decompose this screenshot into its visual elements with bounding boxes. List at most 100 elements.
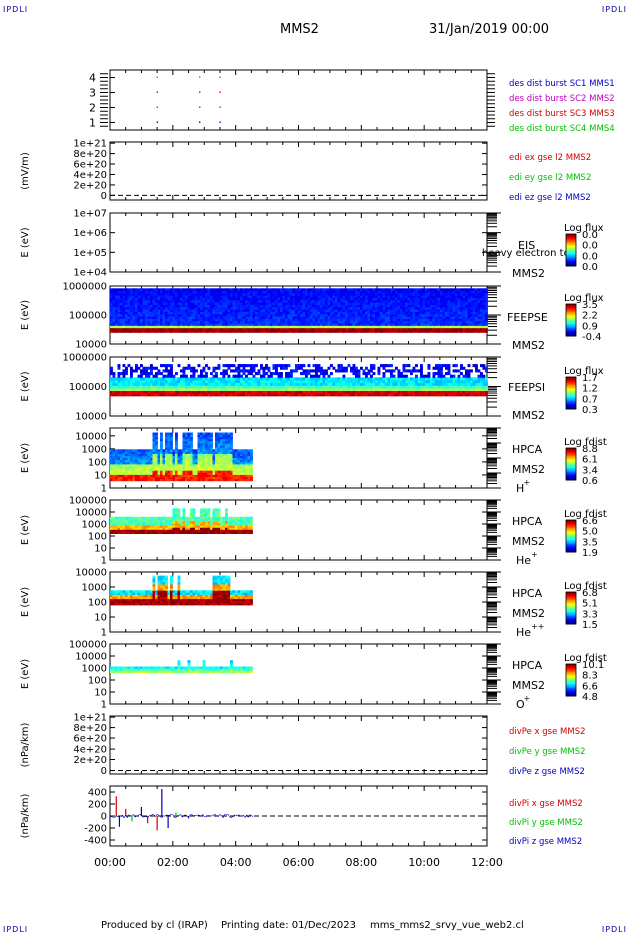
heatmap-cell-feepse [167, 318, 171, 322]
heatmap-cell-feepse [290, 309, 293, 312]
heatmap-cell-feepse [452, 299, 456, 303]
colorbar-cell-eis [566, 239, 576, 242]
heatmap-cell-feepsi [190, 377, 193, 381]
heatmap-cell-feepse [405, 311, 408, 315]
heatmap-cell-feepse [242, 299, 246, 303]
heatmap-cell-feepse [320, 288, 323, 292]
colorbar-cell-feepsi [566, 407, 576, 410]
heatmap-cell-feepse [475, 316, 478, 319]
heatmap-cell-feepsi [367, 372, 371, 376]
heatmap-cell-feepsi [190, 382, 193, 386]
heatmap-cell-feepse [165, 297, 168, 301]
heatmap-cell-feepse [447, 318, 451, 322]
heatmap-cell-feepsi [152, 374, 156, 378]
heatmap-cell-feepse [220, 311, 223, 315]
heatmap-cell-feepsi [247, 377, 251, 381]
heatmap-cell-feepsi [330, 390, 333, 394]
heatmap-cell-feepse [267, 299, 271, 303]
heatmap-cell-feepse [177, 302, 181, 305]
heatmap-cell-feepse [335, 295, 338, 298]
heatmap-cell-feepse [482, 327, 486, 331]
heatmap-cell-feepse [262, 288, 266, 292]
heatmap-cell-feepse [230, 318, 233, 322]
heatmap-cell-feepse [315, 292, 318, 296]
heatmap-cell-feepse [477, 302, 481, 305]
heatmap-cell-feepse [390, 299, 393, 303]
heatmap-cell-hpca_h [112, 453, 116, 456]
heatmap-cell-feepsi [437, 364, 441, 368]
heatmap-cell-feepse [390, 327, 393, 331]
heatmap-cell-feepsi [472, 387, 476, 392]
heatmap-cell-feepse [260, 290, 263, 294]
heatmap-cell-feepse [137, 313, 141, 317]
heatmap-cell-feepse [345, 288, 348, 292]
heatmap-cell-feepse [212, 292, 216, 296]
heatmap-cell-feepsi [307, 372, 311, 376]
heatmap-cell-feepse [145, 313, 148, 317]
heatmap-cell-feepse [385, 299, 388, 303]
heatmap-cell-feepse [412, 292, 416, 296]
heatmap-cell-feepse [160, 323, 163, 326]
heatmap-cell-feepse [165, 318, 168, 322]
heatmap-cell-feepse [295, 290, 298, 294]
heatmap-cell-feepse [117, 325, 121, 329]
heatmap-cell-feepse [245, 327, 248, 331]
heatmap-cell-feepse [435, 302, 438, 305]
heatmap-cell-feepse [175, 316, 178, 319]
heatmap-cell-feepse [382, 316, 386, 319]
heatmap-cell-feepsi [312, 390, 316, 394]
heatmap-cell-feepse [322, 309, 326, 312]
heatmap-cell-feepsi [342, 377, 346, 381]
heatmap-cell-feepse [197, 309, 201, 312]
heatmap-cell-feepse [350, 292, 353, 296]
heatmap-cell-feepse [432, 299, 436, 303]
heatmap-cell-feepsi [392, 369, 396, 373]
heatmap-cell-feepse [470, 318, 473, 322]
heatmap-cell-feepse [200, 290, 203, 294]
heatmap-cell-feepsi [352, 372, 356, 376]
heatmap-cell-feepsi [452, 382, 456, 386]
heatmap-cell-feepsi [395, 385, 398, 389]
heatmap-cell-feepsi [440, 374, 443, 378]
heatmap-cell-feepse [202, 318, 206, 322]
heatmap-cell-feepsi [222, 380, 226, 384]
y-tick-label-eis: 1e+04 [73, 268, 107, 279]
heatmap-cell-feepse [220, 302, 223, 305]
heatmap-cell-feepse [297, 325, 301, 329]
heatmap-cell-feepse [255, 304, 258, 308]
heatmap-cell-feepse [485, 313, 488, 317]
heatmap-cell-feepse [460, 323, 463, 326]
heatmap-cell-feepse [397, 304, 401, 308]
heatmap-cell-feepse [307, 302, 311, 305]
heatmap-cell-feepse [277, 295, 281, 298]
heatmap-cell-feepse [347, 325, 351, 329]
heatmap-cell-feepse [440, 290, 443, 294]
heatmap-cell-feepse [212, 302, 216, 305]
heatmap-cell-feepse [427, 311, 431, 315]
heatmap-cell-feepsi [305, 372, 308, 376]
heatmap-cell-feepse [237, 323, 241, 326]
heatmap-cell-feepsi [365, 390, 368, 394]
heatmap-cell-feepsi [467, 390, 471, 394]
heatmap-cell-feepse [212, 297, 216, 301]
heatmap-cell-feepse [290, 302, 293, 305]
heatmap-cell-feepse [300, 304, 303, 308]
heatmap-cell-feepsi [355, 380, 358, 384]
heatmap-cell-feepsi [225, 385, 228, 389]
heatmap-cell-feepsi [187, 380, 191, 384]
heatmap-cell-feepse [135, 295, 138, 298]
heatmap-cell-feepse [232, 290, 236, 294]
heatmap-cell-feepse [227, 306, 231, 310]
heatmap-cell-feepse [355, 323, 358, 326]
heatmap-cell-feepse [190, 306, 193, 310]
heatmap-cell-feepse [240, 292, 243, 296]
heatmap-cell-feepse [440, 316, 443, 319]
heatmap-cell-feepse [375, 316, 378, 319]
heatmap-cell-feepse [412, 316, 416, 319]
heatmap-cell-feepse [345, 309, 348, 312]
heatmap-cell-feepse [445, 306, 448, 310]
heatmap-cell-feepsi [252, 366, 256, 370]
heatmap-cell-feepsi [260, 377, 263, 381]
heatmap-cell-feepse [347, 292, 351, 296]
heatmap-cell-feepse [470, 323, 473, 326]
